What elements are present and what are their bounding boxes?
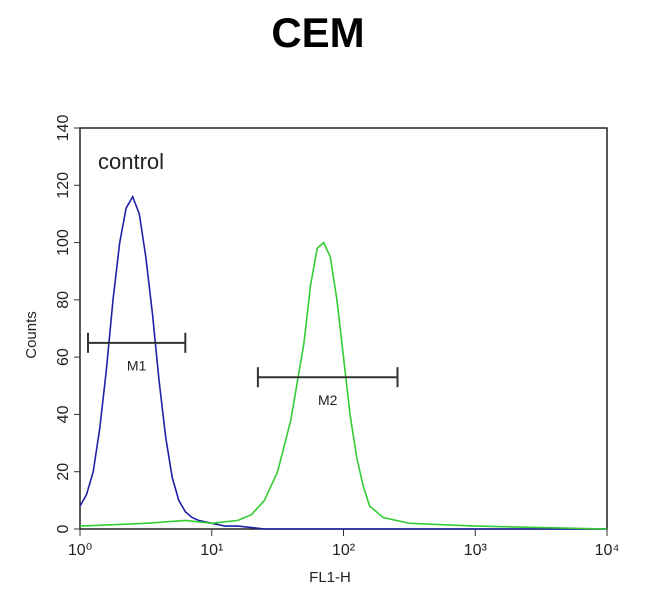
y-tick-label: 120 bbox=[55, 172, 72, 199]
x-tick-label: 10³ bbox=[464, 542, 488, 559]
x-tick-label: 10¹ bbox=[200, 542, 223, 559]
y-tick-label: 0 bbox=[55, 524, 72, 533]
y-tick-label: 80 bbox=[55, 291, 72, 309]
gate-label: M2 bbox=[318, 392, 338, 408]
chart-title: CEM bbox=[271, 9, 364, 56]
y-tick-label: 60 bbox=[55, 348, 72, 366]
gate-label: M1 bbox=[127, 358, 147, 374]
x-tick-label: 10⁴ bbox=[595, 542, 620, 559]
x-axis-label: FL1-H bbox=[309, 569, 351, 586]
y-tick-label: 140 bbox=[55, 115, 72, 142]
histogram-line bbox=[79, 241, 608, 530]
histogram-line bbox=[79, 194, 607, 530]
y-tick-label: 40 bbox=[55, 405, 72, 423]
annotation: control bbox=[98, 149, 164, 174]
y-tick-label: 100 bbox=[55, 229, 72, 256]
x-tick-label: 10² bbox=[332, 542, 356, 559]
plot-frame bbox=[79, 127, 608, 530]
y-axis-label: Counts bbox=[23, 311, 40, 359]
y-tick-label: 20 bbox=[55, 463, 72, 481]
x-tick-label: 10⁰ bbox=[68, 542, 92, 559]
